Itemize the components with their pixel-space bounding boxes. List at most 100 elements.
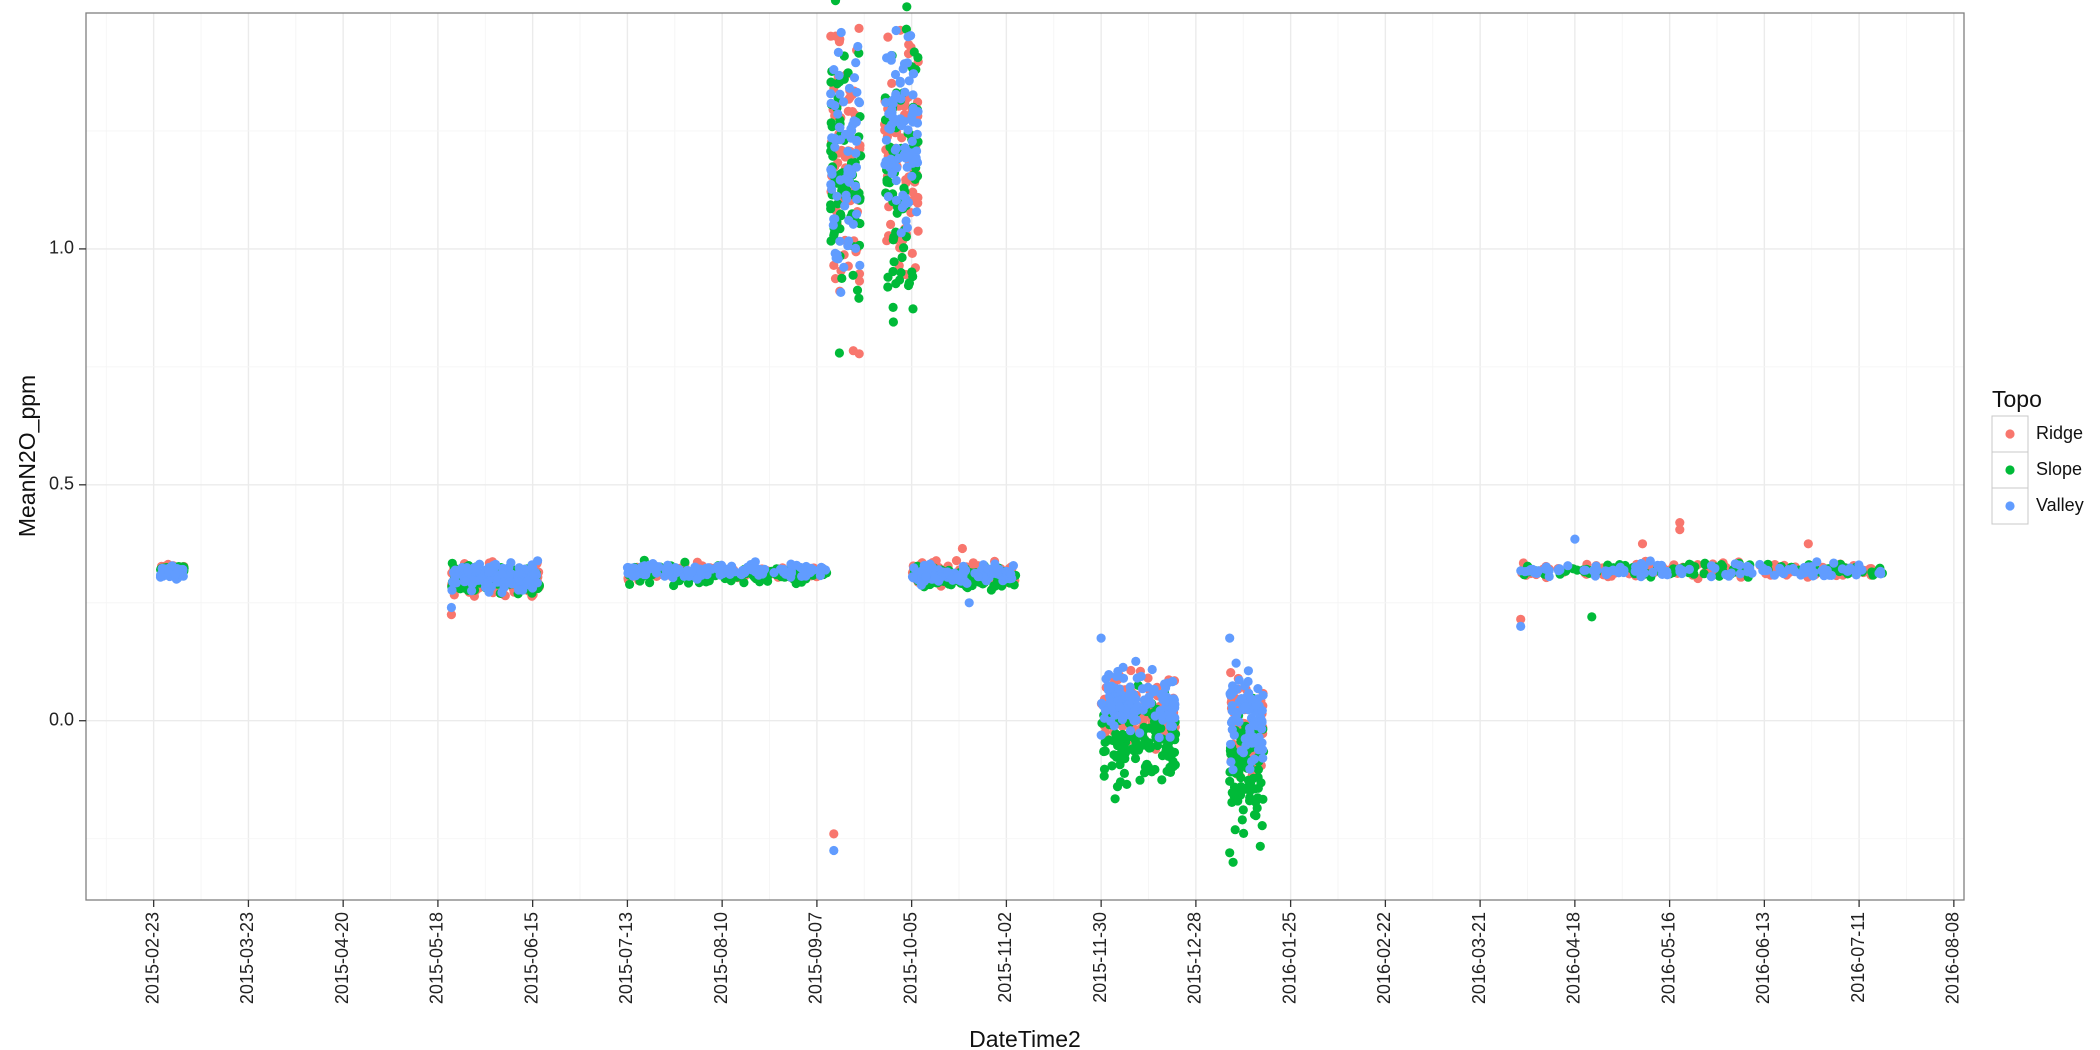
data-point [1253,684,1263,694]
data-point [1819,571,1829,581]
data-point [1243,666,1253,676]
data-point [827,166,837,176]
data-point [900,143,910,153]
data-point [1249,754,1259,764]
data-point [1631,562,1641,572]
data-point [727,561,737,571]
data-point [849,73,860,83]
data-point [786,559,796,569]
data-point [889,232,899,242]
data-point [1109,721,1119,731]
data-point [739,578,749,588]
data-point [896,228,906,238]
data-point [447,585,457,595]
data-point [1570,534,1580,544]
data-point [1808,571,1818,581]
data-point [904,76,914,86]
data-point [831,253,841,263]
data-point [1119,768,1129,779]
data-point [908,90,918,100]
x-tick-label: 2016-05-16 [1658,912,1678,1004]
data-point [1239,828,1249,839]
data-point [1160,695,1170,705]
data-point [1144,738,1154,748]
x-tick-label: 2016-08-08 [1943,912,1963,1004]
data-point [1245,764,1255,774]
data-point [911,155,921,165]
data-point [828,151,838,161]
x-tick-label: 2015-04-20 [332,912,352,1004]
data-point [1008,561,1019,571]
data-point [1684,564,1694,575]
data-point [957,568,968,578]
data-point [628,563,639,573]
data-point [1516,614,1526,624]
data-point [843,106,853,116]
data-point [834,70,844,80]
data-point [1803,539,1813,549]
data-point [883,282,893,292]
data-point [1240,702,1250,712]
data-point [907,171,917,181]
legend-marker-ridge [2005,429,2015,439]
data-point [891,195,902,205]
data-point [1237,815,1247,825]
legend-marker-slope [2005,465,2015,475]
data-point [909,47,919,57]
data-point [835,123,845,133]
data-point [1246,694,1257,704]
data-point [467,586,477,596]
data-point [892,163,902,173]
data-point [497,569,507,579]
data-point [908,271,918,282]
data-point [833,47,844,58]
x-tick-label: 2015-03-23 [237,912,257,1004]
data-point [883,32,893,42]
data-point [1745,563,1755,573]
data-point [989,566,999,576]
data-point [849,116,859,126]
data-point [832,191,842,201]
data-point [1228,765,1238,775]
data-point [907,136,917,146]
data-point [513,585,524,595]
data-point [1131,715,1142,725]
data-point [835,236,845,246]
data-point [1788,563,1798,574]
data-point [446,602,456,613]
data-point [837,273,847,283]
data-point [1677,565,1687,576]
data-point [1135,728,1145,738]
data-point [843,146,853,156]
data-point [854,293,864,303]
data-point [1115,702,1125,712]
data-point [826,179,836,190]
data-point [1829,558,1839,568]
data-point [1238,805,1248,815]
data-point [888,317,899,327]
data-point [1675,525,1685,535]
data-point [1256,778,1266,788]
data-point [1857,565,1867,575]
data-point [533,556,543,566]
data-point [1699,569,1709,579]
data-point [851,58,861,68]
data-point [1225,633,1235,643]
data-point [1141,698,1151,708]
data-point [1122,779,1132,790]
data-point [1249,720,1259,730]
data-point [1876,569,1886,579]
data-point [852,285,863,295]
y-tick-label: 0.0 [49,709,74,729]
x-axis-title: DateTime2 [969,1026,1081,1050]
data-point [1706,561,1717,571]
data-point [1165,732,1175,742]
data-point [661,564,671,575]
data-point [898,190,908,200]
data-point [1107,700,1117,711]
data-point [1619,565,1629,576]
data-point [1167,677,1177,687]
data-point [1226,739,1236,749]
data-point [797,571,807,582]
legend-label-ridge: Ridge [2036,423,2083,443]
